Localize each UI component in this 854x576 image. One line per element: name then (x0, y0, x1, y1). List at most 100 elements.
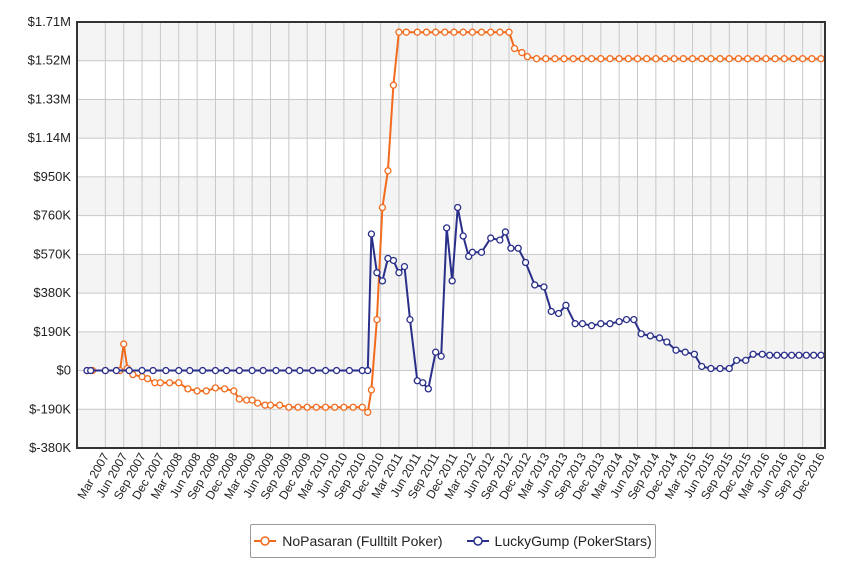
data-point-1[interactable] (547, 307, 555, 316)
data-point-1[interactable] (787, 351, 796, 359)
data-point-0[interactable] (175, 379, 183, 387)
legend-item-luckygump[interactable]: LuckyGump (PokerStars) (466, 533, 652, 549)
data-point-0[interactable] (143, 375, 152, 383)
data-point-0[interactable] (518, 48, 526, 57)
data-point-0[interactable] (364, 408, 372, 416)
data-point-1[interactable] (389, 256, 398, 265)
data-point-1[interactable] (698, 362, 706, 371)
data-point-0[interactable] (698, 55, 706, 63)
data-point-0[interactable] (510, 44, 519, 53)
data-point-0[interactable] (633, 55, 642, 63)
data-point-1[interactable] (578, 320, 587, 328)
data-point-1[interactable] (477, 248, 486, 256)
data-point-1[interactable] (259, 366, 267, 375)
data-point-0[interactable] (165, 379, 174, 387)
data-point-0[interactable] (340, 403, 348, 411)
data-point-1[interactable] (622, 315, 631, 324)
data-point-1[interactable] (419, 379, 427, 387)
data-point-1[interactable] (296, 366, 304, 375)
data-point-0[interactable] (688, 55, 697, 63)
data-point-1[interactable] (235, 366, 243, 375)
data-point-0[interactable] (193, 387, 201, 395)
data-point-1[interactable] (345, 366, 354, 375)
data-point-0[interactable] (156, 379, 165, 387)
data-point-1[interactable] (562, 301, 570, 309)
data-point-1[interactable] (309, 366, 317, 375)
data-point-0[interactable] (753, 55, 761, 63)
data-point-1[interactable] (501, 228, 510, 236)
data-point-0[interactable] (331, 403, 339, 411)
data-point-0[interactable] (817, 55, 825, 63)
data-point-1[interactable] (587, 322, 596, 330)
data-point-1[interactable] (817, 351, 825, 359)
data-point-0[interactable] (808, 55, 816, 63)
data-point-1[interactable] (773, 351, 781, 359)
data-point-0[interactable] (235, 395, 243, 403)
data-point-1[interactable] (637, 330, 645, 338)
data-point-0[interactable] (230, 387, 238, 395)
data-point-0[interactable] (450, 28, 458, 36)
data-point-1[interactable] (749, 350, 757, 358)
data-point-1[interactable] (606, 320, 614, 328)
data-point-1[interactable] (272, 366, 280, 375)
data-point-1[interactable] (424, 385, 432, 393)
data-point-1[interactable] (521, 258, 530, 267)
data-point-0[interactable] (441, 28, 449, 36)
data-point-1[interactable] (406, 315, 414, 324)
data-point-0[interactable] (422, 28, 431, 36)
data-point-1[interactable] (765, 351, 774, 359)
data-point-0[interactable] (523, 53, 532, 61)
data-point-1[interactable] (222, 366, 231, 375)
data-point-1[interactable] (138, 366, 146, 375)
data-point-0[interactable] (487, 28, 495, 36)
data-point-1[interactable] (198, 366, 207, 375)
data-point-0[interactable] (532, 55, 541, 63)
data-point-1[interactable] (162, 366, 170, 375)
data-point-0[interactable] (431, 28, 440, 36)
data-point-1[interactable] (802, 351, 810, 359)
data-point-0[interactable] (402, 28, 410, 36)
data-point-0[interactable] (389, 81, 398, 89)
data-point-0[interactable] (670, 55, 678, 63)
data-point-0[interactable] (413, 28, 421, 36)
legend-item-nopasaran[interactable]: NoPasaran (Fulltilt Poker) (254, 533, 443, 549)
data-point-1[interactable] (571, 320, 579, 328)
data-point-0[interactable] (716, 55, 724, 63)
data-point-1[interactable] (448, 277, 456, 285)
data-point-0[interactable] (220, 385, 229, 393)
data-point-0[interactable] (248, 396, 256, 404)
data-point-1[interactable] (540, 283, 548, 291)
data-point-1[interactable] (332, 366, 341, 375)
data-point-1[interactable] (732, 356, 741, 365)
data-point-0[interactable] (496, 28, 504, 36)
data-point-0[interactable] (661, 55, 669, 63)
data-point-0[interactable] (652, 55, 660, 63)
data-point-1[interactable] (211, 366, 220, 375)
data-point-1[interactable] (531, 281, 539, 289)
data-point-0[interactable] (373, 315, 381, 324)
data-point-1[interactable] (690, 350, 699, 358)
data-point-0[interactable] (780, 55, 788, 63)
data-point-1[interactable] (443, 224, 451, 232)
data-point-1[interactable] (487, 234, 495, 242)
data-point-0[interactable] (743, 55, 752, 63)
data-point-0[interactable] (578, 55, 587, 63)
data-point-0[interactable] (349, 403, 357, 411)
data-point-1[interactable] (431, 348, 440, 356)
data-point-1[interactable] (758, 350, 766, 358)
data-point-0[interactable] (276, 401, 284, 409)
data-point-1[interactable] (707, 364, 715, 373)
data-point-0[interactable] (395, 28, 403, 36)
data-point-0[interactable] (312, 403, 321, 411)
data-point-1[interactable] (468, 248, 477, 256)
data-point-1[interactable] (101, 366, 109, 375)
data-point-1[interactable] (663, 338, 671, 346)
data-point-0[interactable] (477, 28, 486, 36)
data-point-0[interactable] (606, 55, 614, 63)
data-point-0[interactable] (202, 387, 210, 395)
data-point-1[interactable] (175, 366, 183, 375)
data-point-0[interactable] (120, 340, 128, 348)
data-point-0[interactable] (294, 403, 302, 411)
data-point-0[interactable] (799, 55, 807, 63)
data-point-1[interactable] (554, 309, 563, 318)
